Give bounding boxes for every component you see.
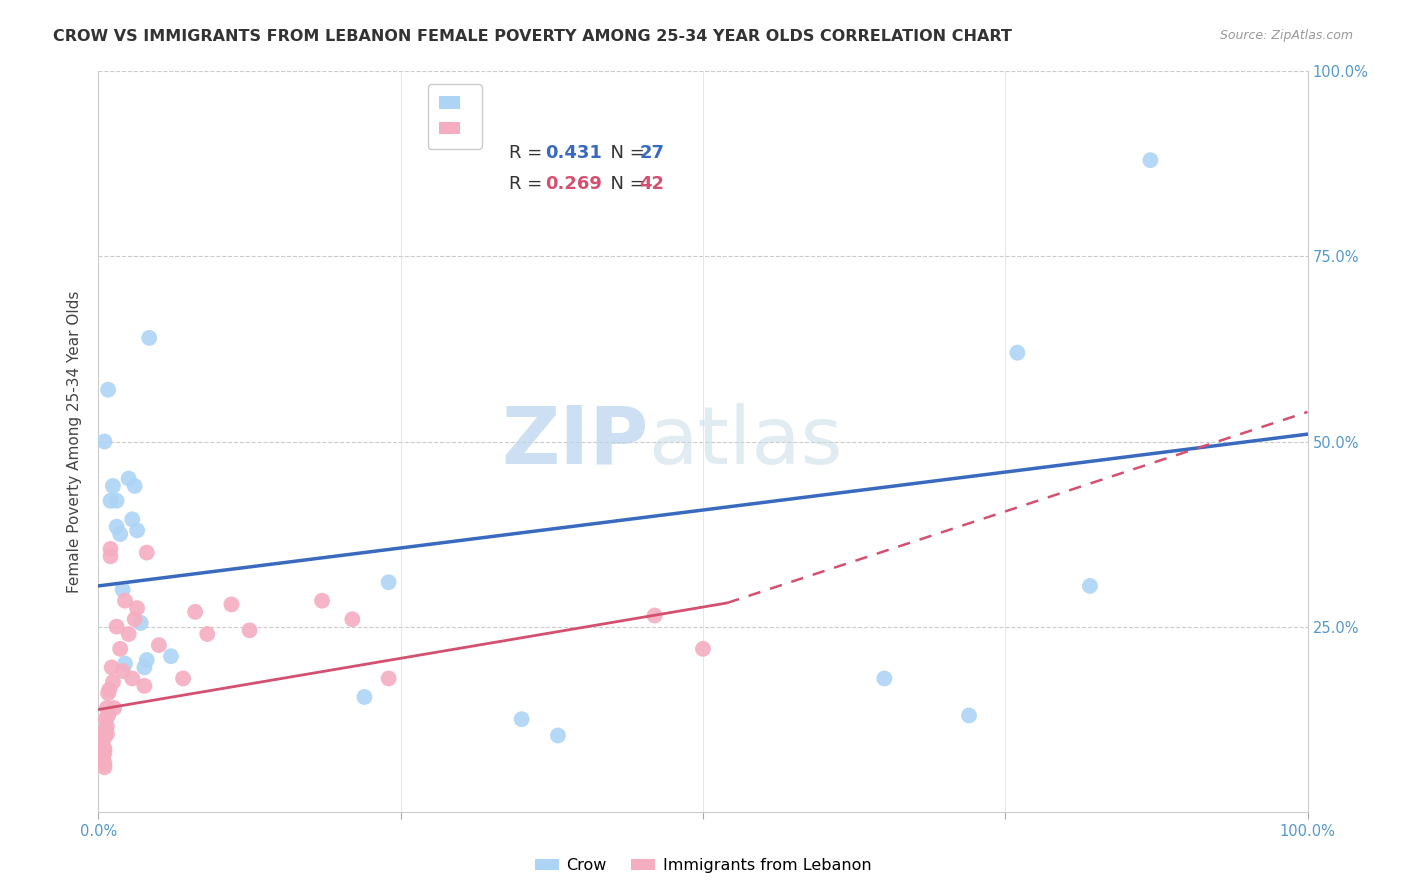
Point bbox=[129, 615, 152, 630]
Point bbox=[100, 660, 122, 674]
Point bbox=[873, 672, 896, 686]
Point bbox=[105, 519, 128, 533]
Point bbox=[105, 493, 128, 508]
Point bbox=[101, 675, 124, 690]
Point bbox=[100, 549, 122, 564]
Text: Source: ZipAtlas.com: Source: ZipAtlas.com bbox=[1219, 29, 1353, 43]
Point bbox=[1139, 153, 1161, 168]
Point bbox=[510, 712, 533, 726]
Point bbox=[118, 471, 141, 485]
Point bbox=[311, 593, 333, 607]
Point bbox=[103, 701, 125, 715]
Point bbox=[114, 593, 136, 607]
Text: CROW VS IMMIGRANTS FROM LEBANON FEMALE POVERTY AMONG 25-34 YEAR OLDS CORRELATION: CROW VS IMMIGRANTS FROM LEBANON FEMALE P… bbox=[53, 29, 1012, 45]
Point bbox=[93, 756, 115, 771]
Legend: , : , bbox=[427, 84, 482, 149]
Point bbox=[91, 749, 114, 764]
Point bbox=[93, 741, 115, 756]
Point bbox=[195, 627, 218, 641]
Point bbox=[644, 608, 666, 623]
Text: R =: R = bbox=[509, 175, 548, 193]
Point bbox=[108, 527, 131, 541]
Point bbox=[342, 612, 364, 626]
Text: 42: 42 bbox=[640, 175, 665, 193]
Point bbox=[377, 575, 399, 590]
Point bbox=[94, 712, 117, 726]
Point bbox=[97, 383, 120, 397]
Point bbox=[127, 601, 149, 615]
Point bbox=[96, 701, 118, 715]
Point bbox=[93, 434, 115, 449]
Text: 0.269: 0.269 bbox=[546, 175, 602, 193]
Legend: Crow, Immigrants from Lebanon: Crow, Immigrants from Lebanon bbox=[529, 852, 877, 880]
Point bbox=[692, 641, 714, 656]
Point bbox=[127, 524, 149, 538]
Point bbox=[239, 624, 262, 638]
Point bbox=[100, 541, 122, 556]
Point bbox=[121, 512, 143, 526]
Point bbox=[377, 672, 399, 686]
Point bbox=[124, 612, 146, 626]
Point bbox=[93, 746, 115, 760]
Point bbox=[94, 723, 117, 738]
Point bbox=[148, 638, 170, 652]
Point bbox=[135, 653, 157, 667]
Point bbox=[134, 660, 156, 674]
Point bbox=[353, 690, 375, 704]
Point bbox=[172, 672, 194, 686]
Point bbox=[96, 727, 118, 741]
Point bbox=[100, 493, 122, 508]
Point bbox=[93, 760, 115, 774]
Point bbox=[221, 598, 243, 612]
Point bbox=[91, 734, 114, 748]
Point bbox=[1007, 345, 1029, 359]
Point bbox=[114, 657, 136, 671]
Text: 0.431: 0.431 bbox=[546, 145, 602, 162]
Point bbox=[96, 720, 118, 734]
Text: atlas: atlas bbox=[648, 402, 844, 481]
Point bbox=[97, 686, 120, 700]
Point bbox=[108, 641, 131, 656]
Point bbox=[98, 682, 121, 697]
Text: N =: N = bbox=[599, 145, 650, 162]
Point bbox=[91, 753, 114, 767]
Point bbox=[184, 605, 207, 619]
Text: 27: 27 bbox=[640, 145, 665, 162]
Point bbox=[118, 627, 141, 641]
Point bbox=[957, 708, 980, 723]
Point bbox=[547, 729, 569, 743]
Point bbox=[121, 672, 143, 686]
Point bbox=[93, 731, 115, 745]
Point bbox=[138, 331, 160, 345]
Text: ZIP: ZIP bbox=[502, 402, 648, 481]
Point bbox=[1078, 579, 1101, 593]
Point bbox=[160, 649, 183, 664]
Point bbox=[97, 708, 120, 723]
Point bbox=[135, 546, 157, 560]
Text: N =: N = bbox=[599, 175, 650, 193]
Point bbox=[111, 664, 134, 678]
Point bbox=[105, 619, 128, 633]
Text: R =: R = bbox=[509, 145, 548, 162]
Point bbox=[124, 479, 146, 493]
Y-axis label: Female Poverty Among 25-34 Year Olds: Female Poverty Among 25-34 Year Olds bbox=[67, 291, 83, 592]
Point bbox=[134, 679, 156, 693]
Point bbox=[111, 582, 134, 597]
Point bbox=[101, 479, 124, 493]
